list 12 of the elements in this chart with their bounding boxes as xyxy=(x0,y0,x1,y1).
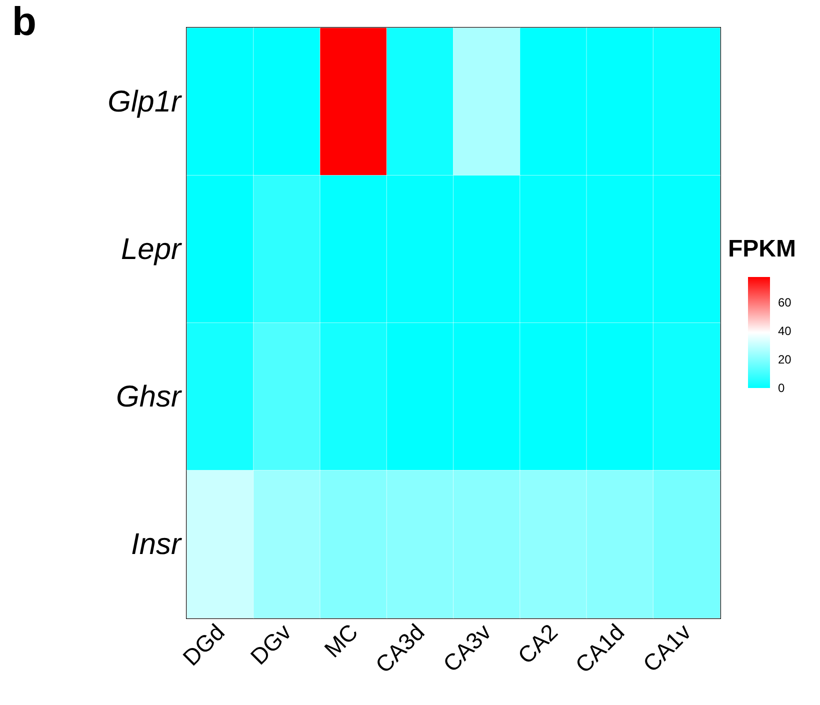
text: b xyxy=(12,0,36,44)
color-bar-label: 20 xyxy=(778,352,792,367)
y-tick-label: Ghsr xyxy=(116,380,182,414)
x-tick-label: CA2 xyxy=(512,618,563,669)
color-bar-label: 0 xyxy=(778,381,785,395)
y-tick-label: Insr xyxy=(130,528,182,561)
y-tick-label: Lepr xyxy=(120,232,182,266)
x-tick-label: MC xyxy=(319,618,363,662)
color-bar-label: 60 xyxy=(778,296,792,310)
y-tick-label: Glp1r xyxy=(108,85,182,118)
color-bar-label: 40 xyxy=(778,324,792,338)
color-bar-title: FPKM xyxy=(728,236,796,262)
